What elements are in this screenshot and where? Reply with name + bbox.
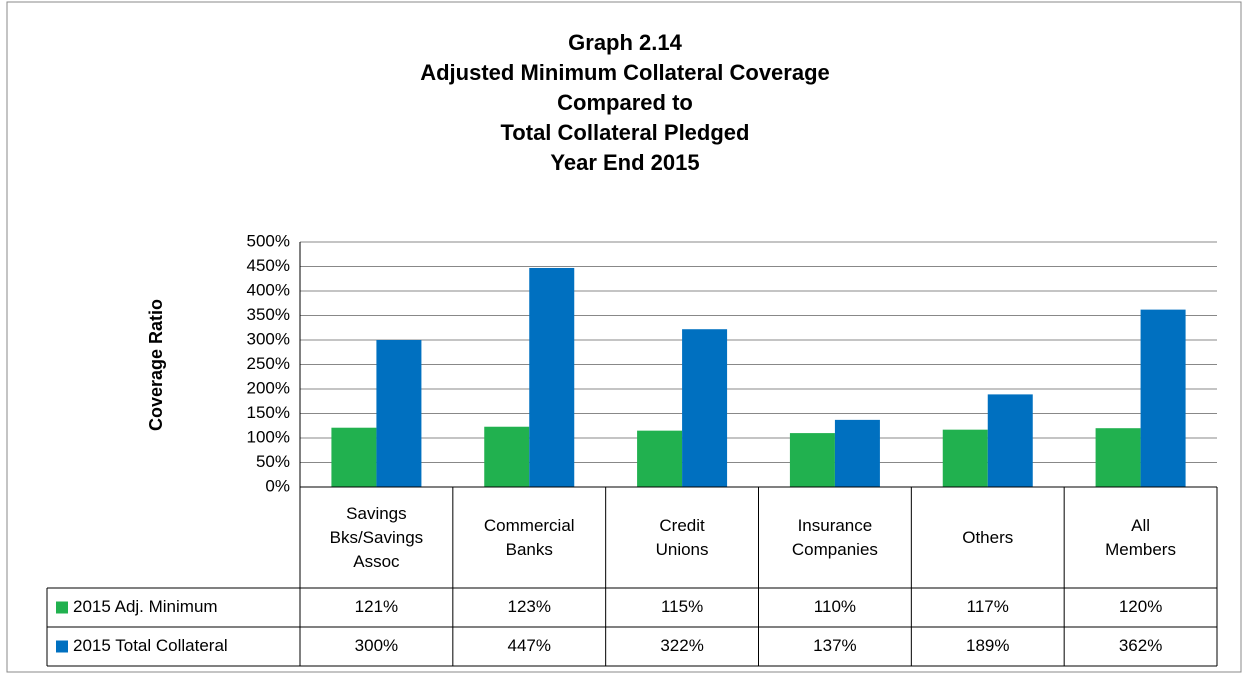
category-label: Savings Bks/Savings Assoc	[300, 487, 453, 588]
chart-title: Compared to	[557, 90, 693, 115]
legend-key	[56, 640, 68, 653]
category-label: Commercial Banks	[453, 487, 606, 588]
data-table-value: 120%	[1119, 597, 1162, 616]
chart-border	[6, 1, 1242, 673]
data-table-value: 121%	[355, 597, 398, 616]
data-table-value: 362%	[1119, 636, 1162, 655]
x-tick-label: Savings Bks/Savings Assoc	[329, 503, 424, 571]
x-tick-label: Others	[962, 527, 1014, 547]
category-label: All Members	[1064, 487, 1217, 588]
y-tick-label: 500%	[247, 231, 290, 250]
data-table-value: 447%	[508, 636, 551, 655]
y-tick-label: 450%	[247, 256, 290, 275]
category-cell: Others	[911, 487, 1064, 588]
data-table-value: 110%	[814, 597, 856, 616]
chart-title: Total Collateral Pledged	[501, 120, 750, 145]
category-label: Credit Unions	[606, 487, 759, 588]
category-cell: Credit Unions	[606, 487, 759, 588]
chart-title: Graph 2.14	[568, 30, 682, 55]
x-tick-label: Commercial Banks	[483, 515, 575, 559]
data-table-value: 115%	[661, 597, 703, 616]
category-cell: Insurance Companies	[759, 487, 912, 588]
data-table-value: 137%	[813, 636, 856, 655]
bar	[1140, 309, 1186, 487]
category-label: Others	[911, 487, 1064, 588]
y-tick-label: 0%	[265, 476, 290, 495]
x-tick-label: All Members	[1105, 515, 1176, 559]
category-cell: Commercial Banks	[453, 487, 606, 588]
y-tick-label: 50%	[256, 452, 290, 471]
y-axis-label: Coverage Ratio	[146, 299, 166, 431]
x-tick-label: Credit Unions	[655, 515, 709, 559]
bar	[529, 267, 575, 487]
y-tick-label: 150%	[247, 403, 290, 422]
bar	[637, 430, 683, 487]
chart-title: Year End 2015	[550, 150, 699, 175]
legend-label: 2015 Total Collateral	[73, 636, 228, 655]
x-tick-label: Insurance Companies	[791, 515, 878, 559]
legend-key	[56, 601, 68, 614]
y-tick-label: 250%	[247, 354, 290, 373]
legend-label: 2015 Adj. Minimum	[73, 597, 218, 616]
category-cell: All Members	[1064, 487, 1217, 588]
data-table-value: 322%	[660, 636, 703, 655]
category-cell: Savings Bks/Savings Assoc	[300, 487, 453, 588]
y-tick-label: 350%	[247, 305, 290, 324]
data-table-value: 189%	[966, 636, 1009, 655]
data-table-value: 300%	[355, 636, 398, 655]
bar	[331, 427, 377, 487]
data-table-value: 123%	[508, 597, 551, 616]
y-tick-label: 100%	[247, 427, 290, 446]
bar	[834, 419, 880, 487]
bar	[484, 426, 530, 487]
y-tick-label: 300%	[247, 329, 290, 348]
y-tick-label: 400%	[247, 280, 290, 299]
bar	[1095, 428, 1141, 487]
bar	[376, 340, 422, 487]
y-tick-label: 200%	[247, 378, 290, 397]
bar	[789, 433, 835, 487]
bar	[682, 329, 728, 487]
category-label: Insurance Companies	[759, 487, 912, 588]
bar	[987, 394, 1033, 487]
chart-title: Adjusted Minimum Collateral Coverage	[420, 60, 830, 85]
data-table-value: 117%	[967, 597, 1009, 616]
bar	[942, 429, 988, 487]
